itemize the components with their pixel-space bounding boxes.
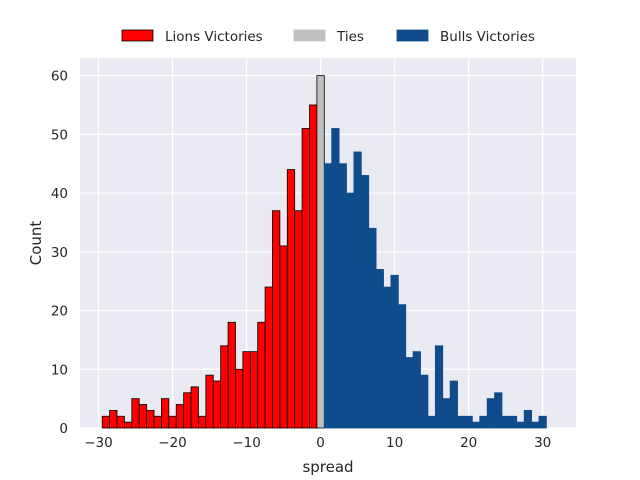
bar xyxy=(383,286,392,429)
bar xyxy=(486,398,495,429)
bar xyxy=(212,380,222,429)
y-tick-label: 0 xyxy=(59,421,68,437)
bar xyxy=(316,75,325,429)
bar xyxy=(531,421,540,429)
legend-item: Lions Victories xyxy=(121,29,263,45)
bar xyxy=(375,269,384,429)
bar xyxy=(494,392,503,429)
legend-label: Lions Victories xyxy=(165,29,263,45)
bar xyxy=(360,175,370,429)
legend: Lions Victories Ties Bulls Victories xyxy=(121,29,535,45)
legend-label: Ties xyxy=(336,29,364,45)
bar xyxy=(190,386,199,429)
bar xyxy=(434,345,444,429)
bar xyxy=(323,163,333,429)
bar xyxy=(390,274,399,429)
x-tick-label: −20 xyxy=(158,435,187,451)
bar xyxy=(427,415,436,429)
x-tick-label: −10 xyxy=(232,435,261,451)
legend-label: Bulls Victories xyxy=(440,29,535,45)
legend-item: Bulls Victories xyxy=(396,29,535,45)
bar xyxy=(205,374,214,429)
legend-swatch xyxy=(121,29,154,42)
x-tick-label: 30 xyxy=(534,435,551,451)
bar xyxy=(457,415,466,429)
bar xyxy=(242,351,251,429)
y-tick-label: 20 xyxy=(51,304,68,320)
bar xyxy=(501,415,510,429)
bar xyxy=(538,415,547,429)
bar xyxy=(175,404,185,429)
bar xyxy=(301,128,310,429)
bar xyxy=(309,104,318,429)
x-tick-label: 10 xyxy=(386,435,403,451)
bar xyxy=(523,409,532,429)
x-tick-labels: −30 −20 −10 0 10 20 30 xyxy=(84,435,551,451)
bar xyxy=(168,415,177,429)
bar xyxy=(220,345,229,429)
bar xyxy=(294,210,303,429)
y-tick-label: 50 xyxy=(51,127,68,143)
bar xyxy=(124,421,133,429)
bar xyxy=(264,286,273,429)
bar xyxy=(353,151,362,429)
x-tick-label: 20 xyxy=(460,435,477,451)
bar xyxy=(412,351,421,429)
y-tick-label: 40 xyxy=(51,186,68,202)
bar xyxy=(109,409,118,429)
bar xyxy=(464,415,473,429)
x-axis-label: spread xyxy=(302,458,353,476)
bar xyxy=(346,192,355,429)
bar xyxy=(272,210,281,429)
bar xyxy=(249,351,259,429)
y-axis-label: Count xyxy=(27,221,45,266)
bar xyxy=(442,398,451,429)
bar xyxy=(183,392,192,429)
bar xyxy=(405,357,414,429)
legend-swatch xyxy=(293,29,326,42)
bar xyxy=(286,169,296,429)
bar xyxy=(516,421,525,429)
y-tick-label: 10 xyxy=(51,362,68,378)
bar xyxy=(227,321,236,429)
bar xyxy=(479,415,488,429)
bar xyxy=(146,409,155,429)
x-tick-label: 0 xyxy=(316,435,325,451)
bar xyxy=(449,380,458,429)
bar xyxy=(338,163,347,429)
bar xyxy=(198,415,207,429)
bar xyxy=(161,398,170,429)
bar xyxy=(131,398,140,429)
bar xyxy=(471,421,481,429)
bar xyxy=(138,404,148,429)
bar xyxy=(235,368,244,429)
y-tick-label: 30 xyxy=(51,245,68,261)
bar xyxy=(279,245,288,429)
bar xyxy=(508,415,518,429)
bar xyxy=(101,415,111,429)
bar xyxy=(420,374,429,429)
y-tick-label: 60 xyxy=(51,69,68,85)
bar xyxy=(116,415,125,429)
bar xyxy=(153,415,162,429)
bar xyxy=(368,227,377,429)
bars xyxy=(101,75,547,429)
y-tick-labels: 0 10 20 30 40 50 60 xyxy=(51,69,68,437)
legend-swatch xyxy=(396,29,429,42)
bar xyxy=(257,321,266,429)
legend-item: Ties xyxy=(293,29,364,45)
bar xyxy=(331,128,340,429)
x-tick-label: −30 xyxy=(84,435,113,451)
bar xyxy=(397,304,407,429)
